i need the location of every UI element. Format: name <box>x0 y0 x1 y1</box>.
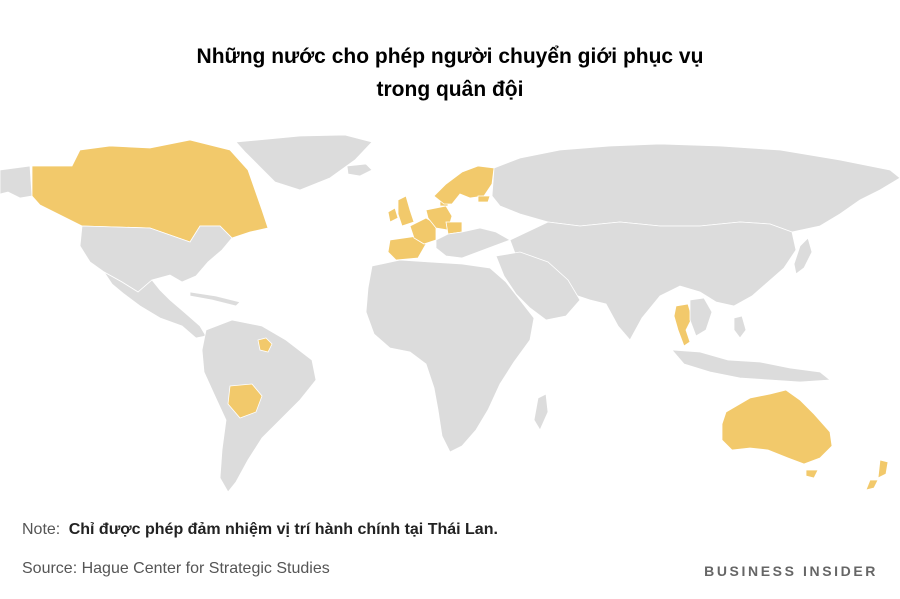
africa <box>365 259 535 453</box>
country-bolivia <box>227 383 263 419</box>
greenland <box>235 134 373 191</box>
title-line-1: Những nước cho phép người chuyển giới ph… <box>196 45 704 68</box>
brand-logo: BUSINESS INSIDER <box>704 563 878 579</box>
note: Note: Chỉ được phép đảm nhiệm vị trí hàn… <box>22 521 498 539</box>
country-estonia <box>477 195 491 203</box>
russia-north-asia <box>491 143 900 233</box>
madagascar <box>533 393 549 431</box>
iceland <box>346 163 373 177</box>
world-map <box>0 134 900 493</box>
southeast-asia <box>689 297 713 337</box>
mexico-central-america <box>103 271 207 339</box>
source: Source: Hague Center for Strategic Studi… <box>22 560 330 577</box>
middle-east <box>495 251 581 321</box>
country-guyana <box>257 337 273 353</box>
japan <box>793 237 813 275</box>
note-label: Note: <box>22 521 61 538</box>
caribbean <box>189 291 241 307</box>
country-scandinavia <box>433 165 495 205</box>
south-america <box>201 319 317 493</box>
country-australia-tasmania <box>805 469 819 479</box>
country-thailand <box>673 303 693 347</box>
alaska <box>0 165 33 199</box>
note-text: Chỉ được phép đảm nhiệm vị trí hành chín… <box>68 521 498 538</box>
map-title: Những nước cho phép người chuyển giới ph… <box>0 40 900 106</box>
country-ireland <box>387 207 399 223</box>
title-line-2: trong quân đội <box>376 78 524 101</box>
indonesia <box>671 349 832 383</box>
philippines <box>733 315 747 339</box>
country-canada <box>31 139 269 243</box>
rest-of-europe <box>435 227 511 259</box>
country-australia <box>721 389 833 465</box>
usa <box>79 225 233 293</box>
country-uk <box>397 195 415 227</box>
country-new-zealand <box>865 459 889 491</box>
